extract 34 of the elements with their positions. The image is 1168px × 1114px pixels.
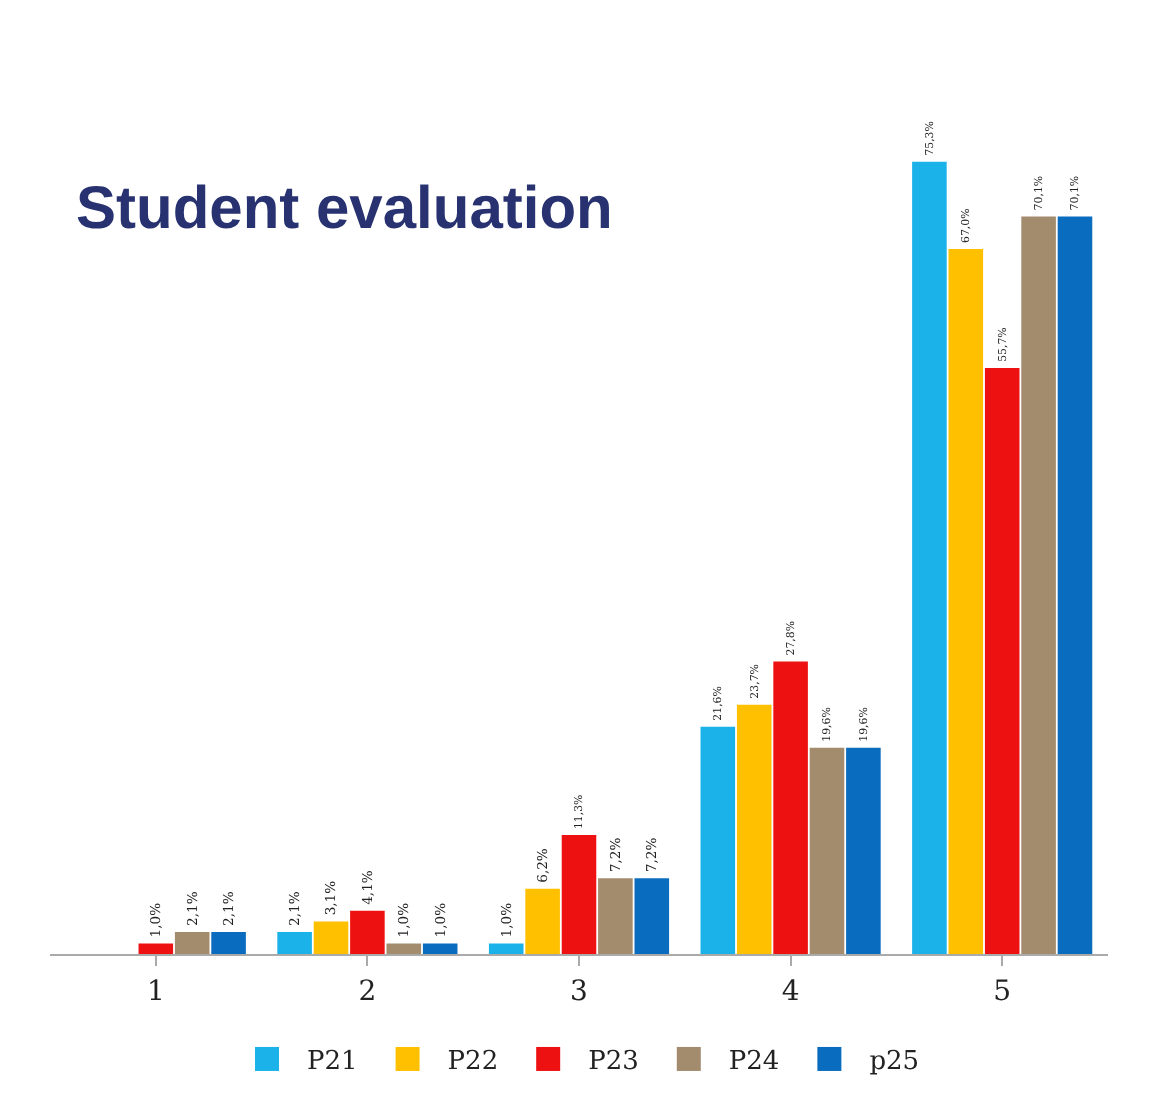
bar bbox=[700, 726, 736, 954]
bar bbox=[211, 931, 246, 954]
x-tick-label: 1 bbox=[146, 975, 165, 1008]
bar bbox=[277, 931, 312, 954]
bar bbox=[1021, 216, 1056, 954]
x-tick-label: 3 bbox=[570, 975, 588, 1008]
bar bbox=[488, 943, 524, 954]
bar bbox=[561, 835, 597, 954]
chart-title: Student evaluation bbox=[76, 176, 613, 242]
bar bbox=[736, 704, 772, 954]
bar bbox=[386, 943, 422, 954]
bar bbox=[138, 943, 174, 954]
x-tick-label: 4 bbox=[781, 975, 800, 1008]
legend-label: p25 bbox=[869, 1047, 920, 1078]
bar bbox=[809, 747, 845, 954]
x-tick-label: 5 bbox=[993, 975, 1012, 1008]
bar bbox=[313, 921, 349, 954]
bar bbox=[634, 878, 670, 954]
bar bbox=[912, 161, 947, 954]
legend-label: P22 bbox=[447, 1047, 499, 1078]
bar bbox=[525, 888, 560, 954]
legend-label: P24 bbox=[728, 1047, 780, 1078]
bar bbox=[598, 878, 633, 954]
legend-label: P21 bbox=[307, 1047, 358, 1078]
bar bbox=[1057, 216, 1093, 954]
legend-label: P23 bbox=[588, 1047, 639, 1078]
bar bbox=[984, 367, 1020, 954]
bar bbox=[422, 943, 458, 954]
x-tick-label: 2 bbox=[358, 975, 377, 1008]
bar bbox=[948, 249, 984, 954]
bar bbox=[773, 661, 808, 954]
bar bbox=[846, 747, 881, 954]
bar bbox=[174, 931, 210, 954]
bar bbox=[350, 910, 385, 954]
